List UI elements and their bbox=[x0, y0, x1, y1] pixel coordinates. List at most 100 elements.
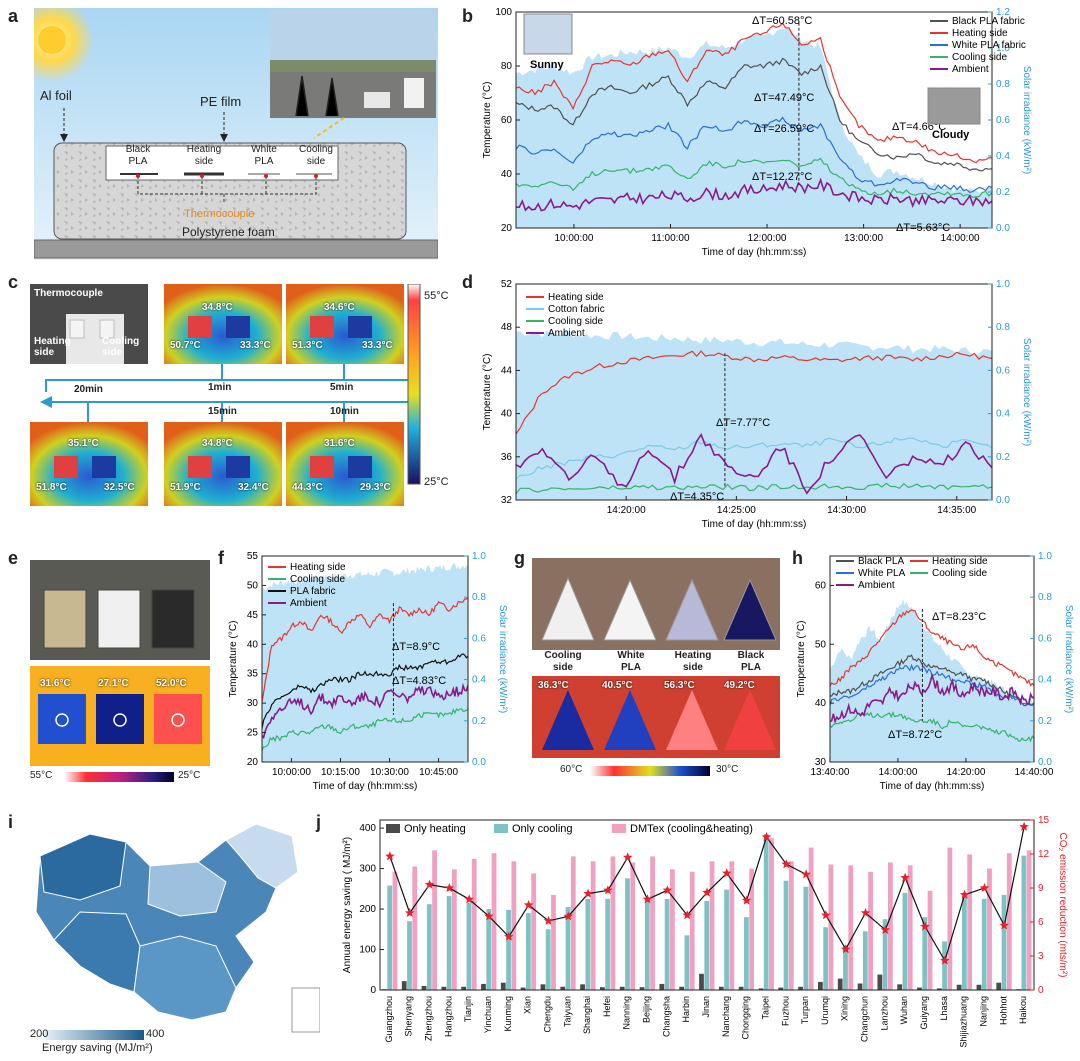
chart-d-y2tick-label: 1.0 bbox=[996, 279, 1010, 290]
map-color-scale bbox=[44, 1030, 144, 1040]
chart-d-xtick-label: 14:30:00 bbox=[827, 505, 866, 516]
chart-b-xlabel: Time of day (hh:mm:ss) bbox=[702, 247, 807, 258]
thermal-image-20min bbox=[30, 422, 148, 506]
chart-f-series-pla-fabric bbox=[261, 653, 469, 729]
category-label-yinchuan: Yinchuan bbox=[483, 996, 493, 1033]
bar-dmtex-tianjin bbox=[471, 858, 477, 990]
chart-f-series-cooling-side bbox=[261, 707, 469, 751]
label-al-foil: Al foil bbox=[40, 88, 72, 103]
sun-core bbox=[38, 26, 66, 54]
bar-dmtex-urumqi bbox=[828, 864, 834, 990]
chart-h-ytick-label: 60 bbox=[815, 580, 827, 591]
chart-j-y2tick-label: 12 bbox=[1038, 849, 1050, 860]
chart-b-legend-label: Cooling side bbox=[952, 52, 1007, 63]
chart-h-annotation: ΔT=8.72°C bbox=[888, 729, 942, 741]
bar-only-chengdu bbox=[540, 984, 546, 990]
g-temp-black: 49.2°C bbox=[724, 680, 755, 691]
chart-d-plot-frame bbox=[515, 283, 993, 501]
chart-d-xlabel: Time of day (hh:mm:ss) bbox=[702, 519, 807, 530]
bar-only-fuzhou bbox=[783, 880, 789, 990]
chart-d-ytick-label: 52 bbox=[501, 279, 513, 290]
chart-j-y2tick-label: 15 bbox=[1038, 815, 1050, 826]
bar-dmtex-hohhot bbox=[1006, 853, 1012, 990]
category-label-urumqi: Urumqi bbox=[820, 996, 830, 1025]
bar-only-wuhan bbox=[897, 984, 903, 990]
bar-dmtex-wuhan bbox=[907, 865, 913, 990]
chart-h-legend-label: Black PLA bbox=[858, 556, 904, 567]
time-label-20min: 20min bbox=[74, 384, 103, 395]
bar-dmtex-harbin bbox=[689, 871, 695, 990]
time-label-5min: 5min bbox=[330, 382, 354, 393]
chart-d-annotation: ΔT=4.35°C bbox=[670, 491, 724, 503]
e-scale-left: 55°C bbox=[30, 770, 53, 781]
bar-only-kunming bbox=[500, 982, 506, 990]
category-label-hohhot: Hohhot bbox=[998, 996, 1008, 1026]
co2-star-zhengzhou bbox=[424, 879, 435, 889]
bar-only-haikou bbox=[1021, 855, 1027, 990]
bar-only-nanchang bbox=[724, 889, 729, 990]
chart-f-legend-label: Ambient bbox=[290, 598, 327, 609]
chart-j-ytick-label: 100 bbox=[359, 945, 376, 956]
chart-h-ytick-label: 30 bbox=[815, 757, 827, 768]
chart-h-series-ambient bbox=[829, 672, 1035, 725]
bar-only-guangzhou bbox=[387, 885, 393, 990]
chart-b-ylabel: Temperature (°C) bbox=[482, 82, 493, 159]
category-label-harbin: Harbin bbox=[681, 996, 691, 1023]
temp-15min-right: 32.4°C bbox=[238, 482, 269, 493]
bar-dmtex-shenyang bbox=[412, 866, 418, 990]
panel-letter-j: j bbox=[316, 812, 322, 832]
co2-star-hefei bbox=[603, 885, 613, 895]
e-scale-right: 25°C bbox=[178, 770, 201, 781]
pyramid-heating-thermal bbox=[666, 690, 718, 750]
chart-h-legend-label: Heating side bbox=[932, 556, 988, 567]
chart-f-ytick-label: 25 bbox=[247, 728, 259, 739]
panel-letter-b: b bbox=[462, 6, 473, 26]
temp-20min-left: 51.8°C bbox=[36, 482, 67, 493]
bar-only-jinan bbox=[699, 973, 704, 990]
photo-patch-cooling bbox=[99, 319, 115, 339]
bar-dmtex-fuzhou bbox=[788, 861, 794, 990]
g-temp-heating: 56.3°C bbox=[664, 680, 695, 691]
bar-dmtex-nanjing bbox=[987, 868, 992, 990]
chart-d-legend-label: Heating side bbox=[548, 292, 604, 303]
category-label-lhasa: Lhasa bbox=[939, 996, 949, 1021]
bar-only-harbin bbox=[679, 986, 685, 990]
bar-only-hefei bbox=[605, 898, 611, 990]
chart-b-y2tick-label: 0.2 bbox=[996, 187, 1010, 198]
chart-b-series-black-pla-fabric bbox=[515, 57, 993, 172]
temp-5min-top: 34.6°C bbox=[324, 302, 355, 313]
schematic-svg bbox=[10, 0, 439, 260]
co2-star-hohhot bbox=[999, 920, 1009, 930]
chart-f-annotation: ΔT=4.83°C bbox=[392, 675, 446, 687]
label-thermocouple: Thermocouple bbox=[184, 208, 255, 220]
box-thermal-2 bbox=[96, 694, 144, 744]
chart-h-ytick-label: 50 bbox=[815, 639, 827, 650]
chart-d-legend-label: Cooling side bbox=[548, 316, 603, 327]
chart-b-xtick-label: 14:00:00 bbox=[941, 233, 980, 244]
chart-j-y2label: CO₂ emission reduction (mts/m²) bbox=[1057, 832, 1068, 977]
chart-b-series-cooling-side bbox=[515, 157, 993, 198]
time-label-15min: 15min bbox=[208, 406, 237, 417]
bar-only-zhengzhou bbox=[421, 985, 427, 990]
bar-only-changsha bbox=[659, 983, 665, 990]
bar-only-shijiazhuang bbox=[956, 984, 962, 990]
chart-j-legend-label: Only heating bbox=[404, 823, 466, 835]
chart-h-xtick-label: 13:40:00 bbox=[810, 767, 849, 778]
chart-b-annotation: ΔT=12.27°C bbox=[752, 171, 812, 183]
map-northeast bbox=[225, 823, 299, 889]
bar-only-shenyang bbox=[401, 981, 407, 990]
chart-d-legend-label: Ambient bbox=[548, 328, 585, 339]
chart-b-ytick-label: 60 bbox=[501, 115, 513, 126]
category-label-taipei: Taipei bbox=[760, 996, 770, 1020]
box-cooling-photo bbox=[43, 589, 87, 649]
panel-g-svg bbox=[532, 558, 780, 776]
chart-h-y2tick-label: 0.2 bbox=[1038, 716, 1052, 727]
chart-d-y2tick-label: 0.0 bbox=[996, 495, 1010, 506]
bar-only-nanning bbox=[619, 986, 625, 990]
chart-h-plot-frame bbox=[829, 555, 1035, 763]
bar-only-tianjin bbox=[466, 902, 472, 990]
category-label-xian: Xian bbox=[523, 996, 533, 1014]
chart-j-legend-swatch bbox=[494, 824, 508, 833]
category-label-nanning: Nanning bbox=[622, 996, 632, 1030]
chart-f-annotation: ΔT=8.9°C bbox=[392, 641, 440, 653]
